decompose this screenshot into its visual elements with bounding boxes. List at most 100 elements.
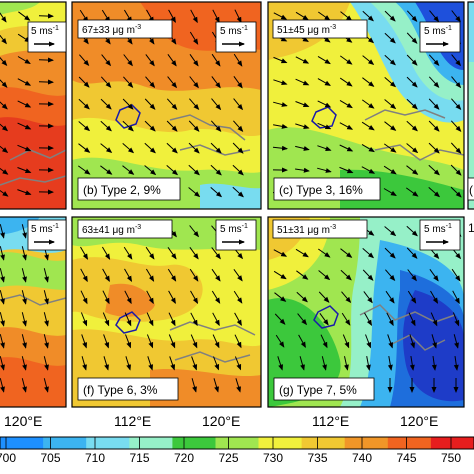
wind-arrow	[317, 55, 331, 65]
wind-arrow	[189, 31, 199, 45]
wind-arrow	[386, 312, 394, 327]
wind-arrow	[211, 98, 222, 111]
colorbar-segment	[301, 437, 346, 449]
wind-arrow	[299, 356, 305, 371]
panel-c-frame	[267, 1, 465, 210]
panel-g-label: (g) Type 7, 5%	[279, 383, 357, 397]
wind-arrow	[124, 268, 132, 282]
wind-arrow	[0, 246, 5, 261]
lon-label-1: 120°E	[4, 413, 42, 429]
wind-arrow	[102, 268, 110, 282]
panel-f-scale-box	[215, 219, 257, 251]
wind-arrow	[233, 53, 243, 67]
panel-g-scale-text: 5 ms-1	[424, 223, 452, 235]
wind-arrow	[145, 268, 155, 282]
wind-arrow	[167, 54, 177, 67]
wind-arrow	[101, 246, 111, 260]
wind-arrow	[409, 356, 415, 371]
wind-arrow	[188, 164, 200, 176]
wind-arrow	[0, 12, 7, 23]
wind-arrow	[213, 356, 220, 371]
wind-arrow	[167, 268, 177, 282]
panel-f-annotations: 63±41 μg m-3 5 ms-1 (f) Type 6, 3%	[77, 219, 257, 401]
wind-arrow	[295, 11, 309, 21]
panel-c-annotations: 51±45 μg m-3 5 ms-1 (c) Type 3, 16%	[272, 19, 461, 201]
wind-arrow	[317, 78, 331, 86]
wind-arrow	[320, 334, 328, 349]
wind-arrow	[144, 120, 156, 132]
wind-arrow	[80, 290, 88, 305]
wind-arrow	[384, 121, 397, 131]
colorbar-segment	[430, 437, 474, 449]
wind-arrow	[407, 290, 417, 304]
wind-arrow	[339, 77, 353, 87]
wind-arrow	[362, 248, 375, 259]
wind-arrow	[102, 290, 110, 305]
panel-c-concentration: 51±45 μg m-3	[277, 24, 336, 36]
wind-arrow	[406, 143, 419, 154]
wind-arrow	[101, 54, 112, 67]
wind-arrow	[123, 246, 133, 260]
longitude-labels: 120°E 112°E 120°E 112°E 120°E	[4, 413, 438, 429]
wind-arrow	[169, 356, 176, 371]
panel-g-scale-box	[419, 219, 461, 251]
wind-arrow	[189, 268, 199, 282]
wind-arrow	[450, 186, 462, 198]
wind-arrow	[406, 32, 418, 44]
panel-b-scale-text: 5 ms-1	[220, 25, 248, 37]
wind-arrow	[123, 76, 134, 88]
wind-arrow	[212, 334, 220, 349]
wind-arrow	[17, 167, 32, 174]
wind-arrow	[384, 99, 397, 110]
wind-arrow	[339, 122, 354, 130]
wind-arrow	[364, 312, 372, 326]
wind-arrow	[297, 313, 308, 326]
wind-arrow	[273, 79, 288, 85]
partial-right-label: 1	[468, 221, 474, 235]
wind-arrow	[406, 76, 418, 88]
wind-arrow	[232, 186, 244, 198]
wind-arrow	[428, 76, 440, 88]
colorbar-tick-label: 725	[218, 451, 238, 465]
panel-c-scale-box	[419, 21, 461, 53]
wind-arrow	[362, 55, 375, 66]
wind-arrow	[341, 291, 352, 304]
wind-arrow	[144, 165, 157, 176]
panel-b-concentration: 67±33 μg m-3	[82, 24, 141, 36]
wind-arrow	[21, 246, 27, 261]
wind-arrow	[363, 291, 373, 304]
wind-arrow	[409, 334, 415, 349]
wind-arrow	[78, 165, 91, 175]
colorbar-segment	[387, 437, 432, 449]
wind-arrow	[43, 312, 49, 327]
wind-arrow	[321, 356, 327, 371]
wind-arrow	[166, 98, 178, 110]
wind-arrow	[21, 334, 27, 349]
wind-arrow	[233, 76, 243, 89]
wind-arrow	[428, 164, 440, 176]
wind-arrow	[17, 100, 32, 108]
wind-arrow	[295, 78, 310, 86]
wind-arrow	[168, 334, 176, 349]
wind-arrow	[0, 334, 5, 349]
wind-arrow	[407, 269, 417, 282]
wind-arrow	[146, 312, 154, 327]
colorbar-tick-label: 700	[0, 451, 16, 465]
wind-arrow	[318, 248, 331, 258]
wind-arrow	[211, 76, 221, 89]
wind-arrow	[17, 122, 32, 130]
colorbar-tick-label: 745	[396, 451, 416, 465]
wind-arrow	[295, 56, 310, 64]
wind-arrow	[168, 9, 176, 23]
wind-arrow	[296, 291, 308, 303]
panel-e-annotations: 5 ms-1	[27, 219, 67, 251]
wind-arrow	[17, 189, 32, 196]
wind-arrow	[317, 167, 332, 173]
wind-arrow	[295, 123, 310, 129]
wind-arrow	[234, 334, 242, 349]
panel-b-annotations: 67±33 μg m-3 5 ms-1 (b) Type 2, 9%	[77, 19, 257, 201]
wind-arrow	[273, 12, 288, 20]
wind-arrow	[361, 143, 375, 153]
colorbar-segment	[43, 437, 87, 449]
colorbar-tick-label: 715	[129, 451, 149, 465]
